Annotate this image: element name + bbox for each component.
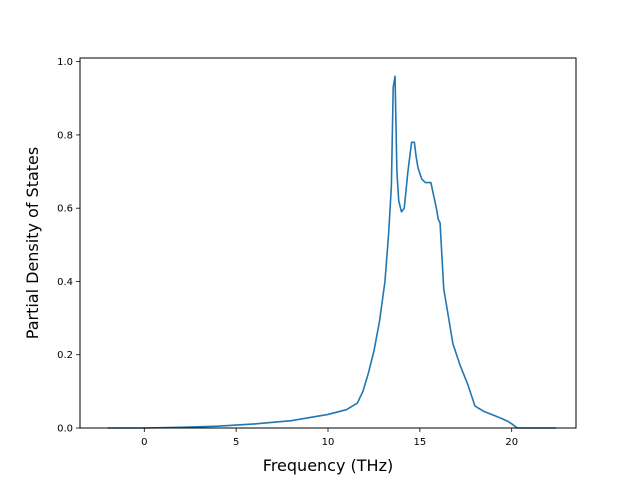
- y-tick-label: 0.4: [57, 277, 73, 288]
- plot-frame: [79, 57, 577, 429]
- y-axis-ticks: 0.0 0.2 0.4 0.6 0.8 1.0: [57, 57, 80, 435]
- series-line-pdos: [107, 75, 556, 429]
- x-axis-ticks: 0 5 10 15 20: [141, 428, 518, 448]
- y-tick-label: 0.0: [57, 424, 73, 435]
- plot-area: [80, 58, 576, 428]
- y-tick-label: 1.0: [57, 57, 73, 68]
- y-tick-label: 0.8: [57, 130, 73, 141]
- x-tick-label: 15: [413, 437, 426, 448]
- x-axis-label: Frequency (THz): [263, 456, 393, 475]
- y-tick-label: 0.6: [57, 204, 73, 215]
- x-tick-label: 10: [322, 437, 335, 448]
- y-axis-label: Partial Density of States: [23, 147, 42, 339]
- series-layer: [107, 75, 556, 429]
- x-tick-label: 5: [233, 437, 239, 448]
- y-tick-label: 0.2: [57, 350, 73, 361]
- x-tick-label: 20: [505, 437, 518, 448]
- x-tick-label: 0: [141, 437, 147, 448]
